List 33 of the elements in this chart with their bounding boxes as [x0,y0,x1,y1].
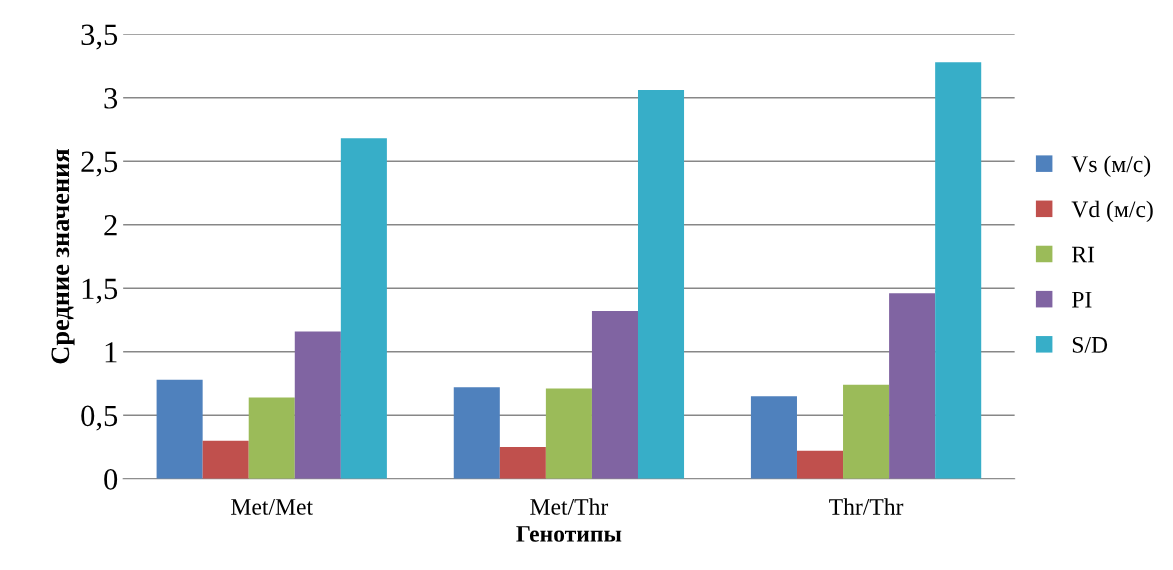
x-tick-label: Met/Thr [530,498,609,515]
bar [750,396,797,479]
y-tick-label: 1 [105,342,117,363]
legend-label: Vs (м/с) [1071,155,1151,177]
bar [202,440,249,479]
y-axis-title: Средние значения [51,149,75,364]
legend-label: Vd (м/с) [1071,200,1153,223]
bar [796,450,844,479]
bar [340,138,387,479]
bar [889,293,936,479]
y-tick-label: 3,5 [81,24,118,50]
bar [637,90,685,479]
y-tick-label: 2,5 [81,151,118,177]
bar [499,447,546,479]
bar [591,311,638,479]
y-tick-label: 0 [104,469,118,490]
bar [156,379,203,479]
bar [545,388,592,479]
x-axis-title: Генотипы [516,526,622,542]
legend-label: S/D [1072,336,1108,353]
y-tick-label: 1,5 [82,278,118,304]
bar [935,62,982,479]
y-tick-label: 3 [104,88,118,109]
bar [453,387,500,479]
x-tick-label: Thr/Thr [829,498,904,515]
bar [294,331,341,479]
bar [843,384,890,479]
legend-label: PI [1071,291,1092,308]
y-tick-label: 0,5 [81,405,118,431]
y-tick-label: 2 [104,215,117,236]
legend-label: RI [1071,246,1095,263]
bar [248,397,295,479]
x-tick-label: Met/Met [231,499,313,515]
